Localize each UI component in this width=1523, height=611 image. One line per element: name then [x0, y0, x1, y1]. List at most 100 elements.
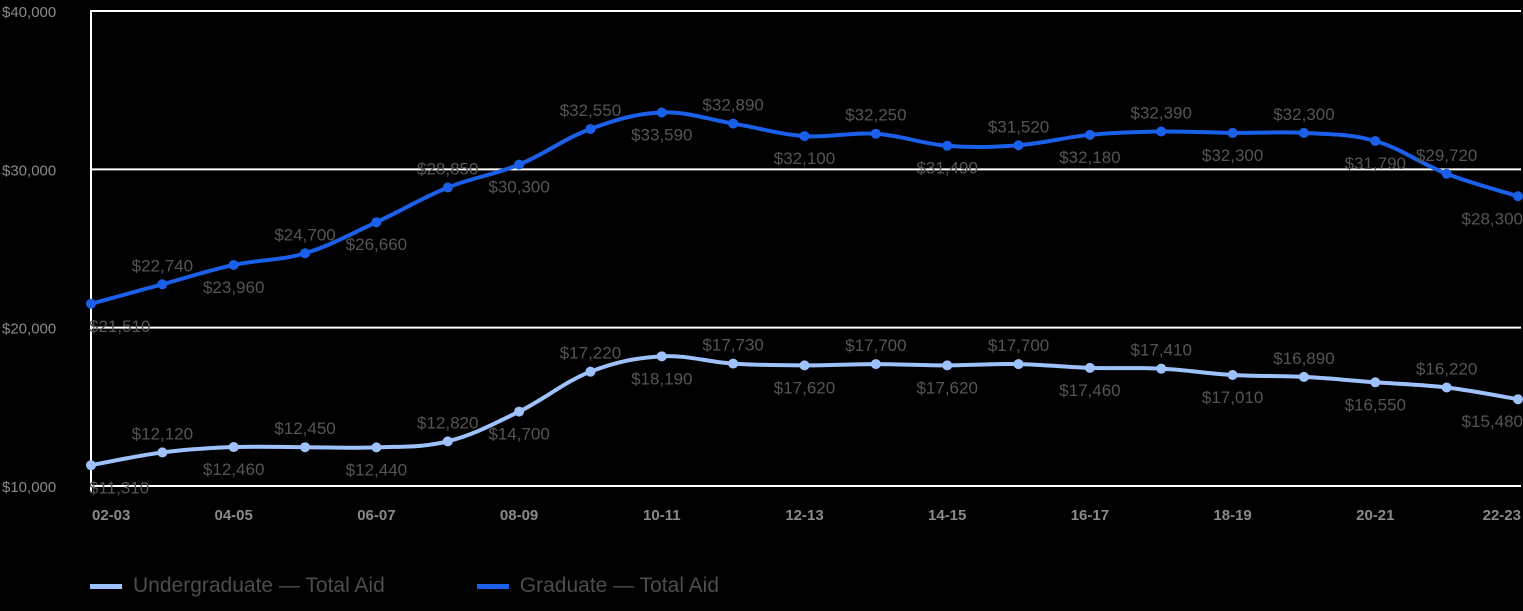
data-label-undergraduate: $17,700 — [845, 336, 906, 355]
data-point-undergraduate — [300, 442, 311, 453]
data-label-undergraduate: $16,890 — [1273, 349, 1334, 368]
data-label-graduate: $21,510 — [89, 317, 150, 336]
data-label-graduate: $28,850 — [417, 160, 478, 179]
data-point-graduate — [728, 118, 739, 129]
data-label-undergraduate: $16,550 — [1345, 395, 1406, 414]
data-point-graduate — [1370, 135, 1381, 146]
data-point-graduate — [656, 107, 667, 118]
data-label-graduate: $32,390 — [1131, 103, 1192, 122]
x-tick-label: 18-19 — [1213, 507, 1251, 524]
data-point-undergraduate — [656, 351, 667, 362]
data-point-undergraduate — [1227, 370, 1238, 381]
x-tick-label: 06-07 — [357, 507, 395, 524]
legend-label-graduate: Graduate — Total Aid — [519, 574, 720, 597]
data-point-graduate — [157, 279, 168, 290]
y-tick-label: $10,000 — [2, 479, 56, 496]
data-point-graduate — [514, 159, 525, 170]
data-label-undergraduate: $12,440 — [346, 460, 407, 479]
data-label-undergraduate: $11,310 — [89, 478, 149, 497]
data-point-graduate — [86, 298, 96, 309]
data-point-graduate — [1013, 140, 1024, 151]
data-label-graduate: $30,300 — [488, 178, 549, 197]
data-label-graduate: $31,520 — [988, 117, 1049, 136]
data-label-graduate: $33,590 — [631, 125, 692, 144]
gridlines — [90, 10, 1521, 492]
data-point-graduate — [942, 140, 953, 151]
data-point-undergraduate — [1441, 382, 1452, 393]
data-label-undergraduate: $17,700 — [988, 336, 1049, 355]
data-label-undergraduate: $16,220 — [1416, 360, 1477, 379]
x-tick-label: 02-03 — [92, 507, 130, 524]
y-axis: $10,000 $20,000 $30,000 $40,000 — [2, 4, 56, 496]
data-label-undergraduate: $17,220 — [560, 344, 621, 363]
data-label-undergraduate: $12,460 — [203, 460, 264, 479]
data-label-graduate: $32,250 — [845, 106, 906, 125]
legend-item-graduate[interactable]: Graduate — Total Aid — [476, 574, 720, 598]
data-label-undergraduate: $17,730 — [702, 336, 763, 355]
data-point-undergraduate — [1298, 371, 1309, 382]
data-point-undergraduate — [514, 406, 525, 417]
data-point-undergraduate — [942, 360, 953, 371]
y-tick-label: $20,000 — [2, 321, 56, 338]
data-point-undergraduate — [1084, 362, 1095, 373]
data-label-graduate: $31,490 — [916, 159, 977, 178]
data-label-graduate: $32,300 — [1202, 146, 1263, 165]
data-label-graduate: $29,720 — [1416, 146, 1477, 165]
x-tick-label: 14-15 — [928, 507, 966, 524]
data-point-graduate — [1441, 168, 1452, 179]
data-label-undergraduate: $17,620 — [774, 378, 835, 397]
x-tick-label: 22-23 — [1483, 507, 1521, 524]
data-label-graduate: $22,740 — [132, 256, 193, 275]
data-label-graduate: $32,300 — [1273, 105, 1334, 124]
y-tick-label: $40,000 — [2, 4, 56, 21]
series-line-graduate — [90, 110, 1519, 306]
data-point-graduate — [870, 128, 881, 139]
data-label-graduate: $32,180 — [1059, 148, 1120, 167]
series-lines — [86, 107, 1523, 471]
data-point-graduate — [228, 259, 239, 270]
data-label-graduate: $26,660 — [346, 235, 407, 254]
data-point-graduate — [1298, 127, 1309, 138]
data-point-graduate — [1227, 127, 1238, 138]
data-label-undergraduate: $17,410 — [1131, 341, 1192, 360]
data-label-graduate: $28,300 — [1462, 209, 1523, 228]
legend: Undergraduate — Total Aid Graduate — Tot… — [90, 574, 759, 598]
data-label-undergraduate: $12,450 — [274, 419, 335, 438]
data-label-undergraduate: $15,480 — [1462, 412, 1523, 431]
x-tick-label: 20-21 — [1356, 507, 1394, 524]
data-point-graduate — [1156, 126, 1167, 137]
data-label-undergraduate: $12,820 — [417, 413, 478, 432]
data-label-graduate: $32,550 — [560, 101, 621, 120]
x-axis: 02-03 04-05 06-07 08-09 10-11 12-13 14-15 16-17… — [92, 507, 1521, 524]
data-point-undergraduate — [228, 442, 239, 453]
data-label-undergraduate: $17,620 — [916, 378, 977, 397]
x-tick-label: 16-17 — [1071, 507, 1109, 524]
data-point-undergraduate — [157, 447, 168, 458]
legend-label-undergraduate: Undergraduate — Total Aid — [133, 574, 385, 597]
data-label-undergraduate: $17,010 — [1202, 388, 1263, 407]
data-point-undergraduate — [1156, 363, 1167, 374]
legend-swatch-undergraduate — [90, 583, 122, 589]
data-label-graduate: $31,790 — [1345, 154, 1406, 173]
data-label-graduate: $23,960 — [203, 278, 264, 297]
x-tick-label: 10-11 — [643, 507, 681, 524]
x-tick-label: 04-05 — [215, 507, 253, 524]
data-point-graduate — [585, 123, 596, 134]
data-point-undergraduate — [442, 436, 453, 447]
data-point-graduate — [1513, 191, 1523, 202]
data-point-undergraduate — [799, 360, 810, 371]
data-label-undergraduate: $17,460 — [1059, 381, 1120, 400]
data-point-undergraduate — [86, 460, 96, 471]
data-point-graduate — [371, 217, 382, 228]
y-tick-label: $30,000 — [2, 162, 56, 179]
data-label-graduate: $32,100 — [774, 149, 835, 168]
data-label-undergraduate: $14,700 — [488, 425, 549, 444]
data-point-undergraduate — [870, 359, 881, 370]
data-labels: $11,310 $12,120 $12,460 $12,450 $12,440 $12,8… — [89, 96, 1523, 498]
data-point-graduate — [799, 131, 810, 142]
legend-item-undergraduate[interactable]: Undergraduate — Total Aid — [90, 574, 385, 598]
data-point-undergraduate — [1370, 377, 1381, 388]
x-tick-label: 12-13 — [785, 507, 823, 524]
data-point-graduate — [442, 182, 453, 193]
